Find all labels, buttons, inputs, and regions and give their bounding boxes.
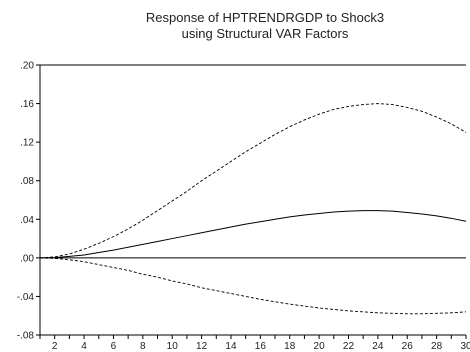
chart-title-line2: using Structural VAR Factors — [182, 26, 349, 41]
x-tick-label: 18 — [284, 341, 296, 352]
chart-title-line1: Response of HPTRENDRGDP to Shock3 — [146, 10, 384, 25]
x-tick-label: 8 — [140, 341, 146, 352]
x-tick-label: 16 — [255, 341, 267, 352]
x-tick-label: 26 — [402, 341, 414, 352]
y-tick-label: .04 — [20, 215, 34, 226]
x-tick-label: 14 — [225, 341, 237, 352]
x-tick-label: 24 — [372, 341, 384, 352]
x-tick-label: 2 — [52, 341, 58, 352]
y-tick-label: .00 — [20, 253, 34, 264]
lower-band-line — [39, 257, 467, 315]
y-tick-label: -.08 — [17, 331, 35, 342]
x-tick-label: 20 — [314, 341, 326, 352]
x-tick-label: 10 — [167, 341, 179, 352]
x-tick-label: 28 — [431, 341, 443, 352]
y-tick-label: .20 — [20, 61, 34, 72]
x-tick-label: 30 — [460, 341, 470, 352]
y-tick-label: -.04 — [17, 292, 35, 303]
x-tick-label: 4 — [81, 341, 87, 352]
plot-area: .20.16.12.08.04.00-.04-.082 4 6 8 10 12 14 16 18… — [17, 61, 470, 352]
upper-band-line — [39, 103, 467, 259]
impulse-response-line — [39, 210, 467, 259]
y-tick-label: .16 — [20, 99, 34, 110]
y-tick-label: .12 — [20, 138, 34, 149]
x-tick-label: 22 — [343, 341, 355, 352]
y-tick-label: .08 — [20, 176, 34, 187]
x-tick-label: 12 — [196, 341, 208, 352]
x-tick-label: 6 — [111, 341, 117, 352]
